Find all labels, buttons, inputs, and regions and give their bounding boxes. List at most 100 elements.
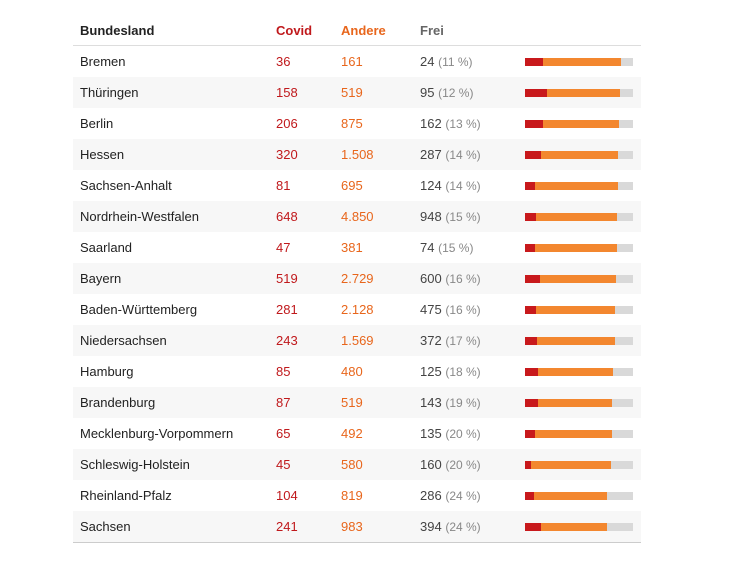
cell-andere: 381 bbox=[341, 240, 363, 255]
cell-bundesland: Baden-Württemberg bbox=[80, 302, 198, 317]
frei-value: 394 bbox=[420, 519, 442, 534]
frei-value: 286 bbox=[420, 488, 442, 503]
column-header-bundesland[interactable]: Bundesland bbox=[73, 15, 276, 46]
cell-covid: 65 bbox=[276, 426, 291, 441]
cell-covid: 47 bbox=[276, 240, 291, 255]
cell-andere: 4.850 bbox=[341, 201, 420, 232]
cell-covid: 36 bbox=[276, 54, 291, 69]
bar-segment-andere bbox=[541, 150, 619, 159]
frei-percentage: (15 %) bbox=[445, 210, 481, 224]
cell-covid: 158 bbox=[276, 77, 341, 108]
header-row: Bundesland Covid Andere Frei bbox=[73, 15, 641, 46]
bar-segment-covid bbox=[525, 119, 543, 128]
cell-bundesland: Hamburg bbox=[80, 364, 134, 379]
stacked-bar bbox=[525, 181, 633, 190]
column-header-andere[interactable]: Andere bbox=[341, 15, 420, 46]
column-header-frei[interactable]: Frei bbox=[420, 15, 524, 46]
cell-bundesland: Rheinland-Pfalz bbox=[80, 488, 172, 503]
frei-percentage: (20 %) bbox=[445, 458, 481, 472]
cell-frei: 600 (16 %) bbox=[420, 263, 524, 294]
cell-bar bbox=[524, 201, 641, 232]
cell-andere: 1.508 bbox=[341, 139, 420, 170]
stacked-bar bbox=[525, 88, 633, 97]
column-header-covid[interactable]: Covid bbox=[276, 15, 341, 46]
cell-frei: 287 (14 %) bbox=[420, 139, 524, 170]
cell-bar bbox=[524, 511, 641, 543]
frei-percentage: (24 %) bbox=[445, 489, 481, 503]
bar-segment-andere bbox=[542, 57, 622, 66]
cell-bundesland: Hessen bbox=[73, 139, 276, 170]
cell-andere: 519 bbox=[341, 387, 420, 418]
cell-bundesland: Brandenburg bbox=[73, 387, 276, 418]
cell-frei: 160 (20 %) bbox=[420, 449, 524, 480]
stacked-bar bbox=[525, 243, 633, 252]
cell-bar bbox=[524, 387, 641, 418]
cell-frei: 143 (19 %) bbox=[420, 387, 524, 418]
stacked-bar bbox=[525, 367, 633, 376]
table-header: Bundesland Covid Andere Frei bbox=[73, 15, 641, 46]
frei-percentage: (11 %) bbox=[438, 55, 473, 69]
table-row: Bayern 519 2.729 600 (16 %) bbox=[73, 263, 641, 294]
bar-segment-covid bbox=[525, 336, 538, 345]
cell-frei: 95 (12 %) bbox=[420, 77, 524, 108]
cell-frei: 135 (20 %) bbox=[420, 418, 524, 449]
cell-andere: 519 bbox=[341, 77, 420, 108]
bar-segment-andere bbox=[535, 243, 618, 252]
table-row: Hamburg 85 480 125 (18 %) bbox=[73, 356, 641, 387]
frei-value: 475 bbox=[420, 302, 442, 317]
cell-frei: 286 (24 %) bbox=[420, 480, 524, 511]
cell-bar bbox=[524, 356, 641, 387]
cell-bar bbox=[524, 263, 641, 294]
frei-value: 124 bbox=[420, 178, 442, 193]
frei-percentage: (16 %) bbox=[445, 303, 481, 317]
cell-andere: 580 bbox=[341, 449, 420, 480]
cell-covid: 87 bbox=[276, 387, 341, 418]
cell-andere: 161 bbox=[341, 54, 363, 69]
bar-segment-andere bbox=[542, 119, 619, 128]
cell-covid: 648 bbox=[276, 201, 341, 232]
cell-bar bbox=[524, 325, 641, 356]
frei-value: 948 bbox=[420, 209, 442, 224]
stacked-bar bbox=[525, 491, 633, 500]
cell-bundesland: Sachsen-Anhalt bbox=[80, 178, 172, 193]
icu-beds-table-wrapper: Bundesland Covid Andere Frei Bremen 36 161… bbox=[73, 15, 641, 543]
frei-percentage: (17 %) bbox=[445, 334, 481, 348]
cell-andere: 480 bbox=[341, 364, 363, 379]
stacked-bar bbox=[525, 119, 633, 128]
stacked-bar bbox=[525, 398, 633, 407]
bar-segment-andere bbox=[537, 398, 613, 407]
frei-percentage: (14 %) bbox=[445, 148, 481, 162]
cell-covid: 243 bbox=[276, 325, 341, 356]
cell-bundesland: Bayern bbox=[73, 263, 276, 294]
bar-segment-covid bbox=[525, 491, 535, 500]
cell-bar bbox=[524, 46, 641, 78]
frei-value: 135 bbox=[420, 426, 442, 441]
table-row: Berlin 206 875 162 (13 %) bbox=[73, 108, 641, 139]
icu-beds-table: Bundesland Covid Andere Frei Bremen 36 161… bbox=[73, 15, 641, 543]
bar-segment-covid bbox=[525, 305, 536, 314]
bar-segment-covid bbox=[525, 212, 536, 221]
bar-segment-covid bbox=[525, 150, 542, 159]
cell-frei: 394 (24 %) bbox=[420, 511, 524, 543]
bar-segment-covid bbox=[525, 274, 540, 283]
table-row: Baden-Württemberg 281 2.128 475 (16 %) bbox=[73, 294, 641, 325]
cell-andere: 1.569 bbox=[341, 325, 420, 356]
cell-andere: 2.729 bbox=[341, 263, 420, 294]
stacked-bar bbox=[525, 150, 633, 159]
bar-segment-covid bbox=[525, 367, 539, 376]
frei-percentage: (14 %) bbox=[445, 179, 481, 193]
bar-segment-covid bbox=[525, 181, 535, 190]
cell-frei: 162 (13 %) bbox=[420, 108, 524, 139]
frei-value: 160 bbox=[420, 457, 442, 472]
bar-segment-andere bbox=[534, 491, 608, 500]
table-body: Bremen 36 161 24 (11 %) Thüringen 158 519 95 (1… bbox=[73, 46, 641, 543]
cell-bar bbox=[524, 139, 641, 170]
bar-segment-andere bbox=[535, 212, 618, 221]
cell-andere: 875 bbox=[341, 116, 363, 131]
table-row: Niedersachsen 243 1.569 372 (17 %) bbox=[73, 325, 641, 356]
table-row: Bremen 36 161 24 (11 %) bbox=[73, 46, 641, 78]
bar-segment-covid bbox=[525, 460, 532, 469]
frei-percentage: (12 %) bbox=[438, 86, 474, 100]
bar-segment-andere bbox=[534, 181, 619, 190]
cell-bundesland: Thüringen bbox=[73, 77, 276, 108]
